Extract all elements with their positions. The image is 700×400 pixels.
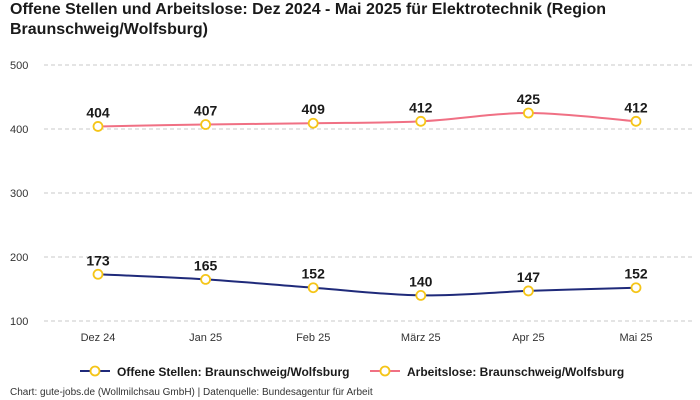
x-tick-label: Jan 25 — [189, 332, 222, 344]
data-label: 407 — [194, 103, 218, 119]
data-label: 425 — [517, 91, 541, 107]
data-point — [200, 119, 212, 130]
data-point — [523, 107, 534, 119]
data-point — [630, 115, 642, 127]
chart-source-footer: Chart: gute-jobs.de (Wollmilchsau GmbH) … — [10, 387, 373, 398]
y-tick-label: 200 — [10, 252, 28, 264]
data-point — [415, 289, 427, 301]
data-point — [523, 285, 534, 297]
data-label: 147 — [517, 269, 541, 285]
data-point — [200, 273, 212, 285]
y-tick-label: 300 — [10, 188, 28, 200]
data-label: 152 — [624, 266, 648, 282]
x-tick-label: Apr 25 — [512, 332, 544, 344]
chart-title: Offene Stellen und Arbeitslose: Dez 2024… — [10, 1, 606, 38]
series-line — [97, 111, 637, 128]
series-line — [97, 273, 637, 297]
data-label: 152 — [302, 266, 326, 282]
x-tick-label: Dez 24 — [81, 332, 116, 344]
data-point — [307, 282, 319, 294]
x-tick-label: Feb 25 — [296, 332, 330, 344]
data-label: 140 — [409, 273, 433, 289]
x-tick-label: März 25 — [401, 332, 441, 344]
data-label: 409 — [302, 101, 326, 117]
y-tick-label: 400 — [10, 124, 28, 136]
data-point — [630, 282, 642, 294]
data-label: 412 — [624, 99, 648, 115]
legend-label: Offene Stellen: Braunschweig/Wolfsburg — [117, 365, 349, 379]
data-label: 404 — [86, 104, 110, 120]
data-label: 173 — [86, 252, 110, 268]
data-label: 165 — [194, 257, 218, 273]
legend-label: Arbeitslose: Braunschweig/Wolfsburg — [407, 365, 624, 379]
y-tick-label: 100 — [10, 316, 28, 328]
data-label: 412 — [409, 99, 433, 115]
data-point — [307, 117, 319, 129]
data-point — [92, 268, 104, 280]
x-tick-label: Mai 25 — [619, 332, 652, 344]
data-point — [92, 121, 104, 132]
data-point — [415, 115, 427, 127]
legend-marker — [89, 365, 101, 377]
y-tick-label: 500 — [10, 60, 28, 72]
legend-marker — [379, 365, 391, 377]
